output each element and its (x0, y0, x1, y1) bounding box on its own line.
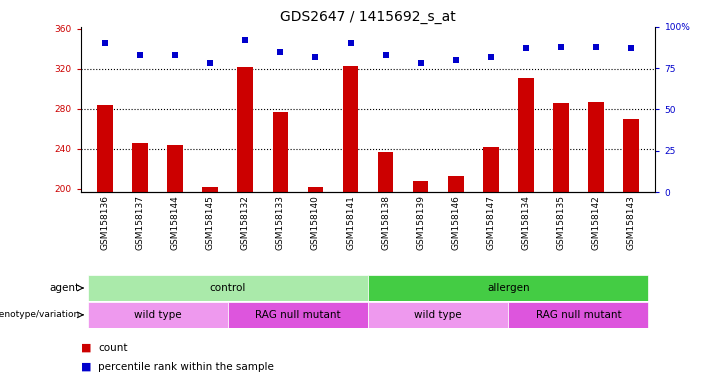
Text: ■: ■ (81, 362, 91, 372)
Bar (553, 103, 569, 192)
Point (380, 52, 391, 58)
Bar (97, 105, 113, 192)
Point (555, 44, 566, 50)
Point (100, 40, 111, 46)
Bar (88, 302, 228, 328)
Bar (343, 66, 358, 192)
Text: percentile rank within the sample: percentile rank within the sample (98, 362, 274, 372)
Bar (483, 147, 498, 192)
Point (450, 57, 461, 63)
Bar (508, 302, 648, 328)
Bar (228, 302, 368, 328)
Point (310, 53, 321, 60)
Text: RAG null mutant: RAG null mutant (255, 310, 341, 320)
Point (415, 60, 426, 66)
Bar (368, 275, 648, 301)
Bar (368, 302, 508, 328)
Bar (448, 176, 463, 192)
Point (170, 52, 181, 58)
Bar (132, 143, 148, 192)
Text: control: control (210, 283, 246, 293)
Point (135, 52, 146, 58)
Text: ■: ■ (81, 343, 91, 353)
Point (520, 45, 531, 51)
Bar (518, 78, 533, 192)
Title: GDS2647 / 1415692_s_at: GDS2647 / 1415692_s_at (280, 10, 456, 25)
Point (345, 40, 356, 46)
Text: allergen: allergen (487, 283, 529, 293)
Bar (378, 152, 393, 192)
Point (240, 37, 251, 43)
Point (625, 45, 637, 51)
Text: RAG null mutant: RAG null mutant (536, 310, 621, 320)
Point (590, 44, 601, 50)
Bar (623, 119, 639, 192)
Bar (168, 145, 183, 192)
Bar (203, 187, 218, 192)
Bar (588, 102, 604, 192)
Text: count: count (98, 343, 128, 353)
Bar (238, 67, 253, 192)
Point (275, 49, 286, 55)
Text: agent: agent (50, 283, 80, 293)
Point (205, 60, 216, 66)
Text: genotype/variation: genotype/variation (0, 310, 80, 319)
Bar (308, 187, 323, 192)
Bar (413, 181, 428, 192)
Text: wild type: wild type (134, 310, 182, 320)
Point (485, 53, 496, 60)
Text: wild type: wild type (414, 310, 462, 320)
Bar (88, 275, 368, 301)
Bar (273, 112, 288, 192)
